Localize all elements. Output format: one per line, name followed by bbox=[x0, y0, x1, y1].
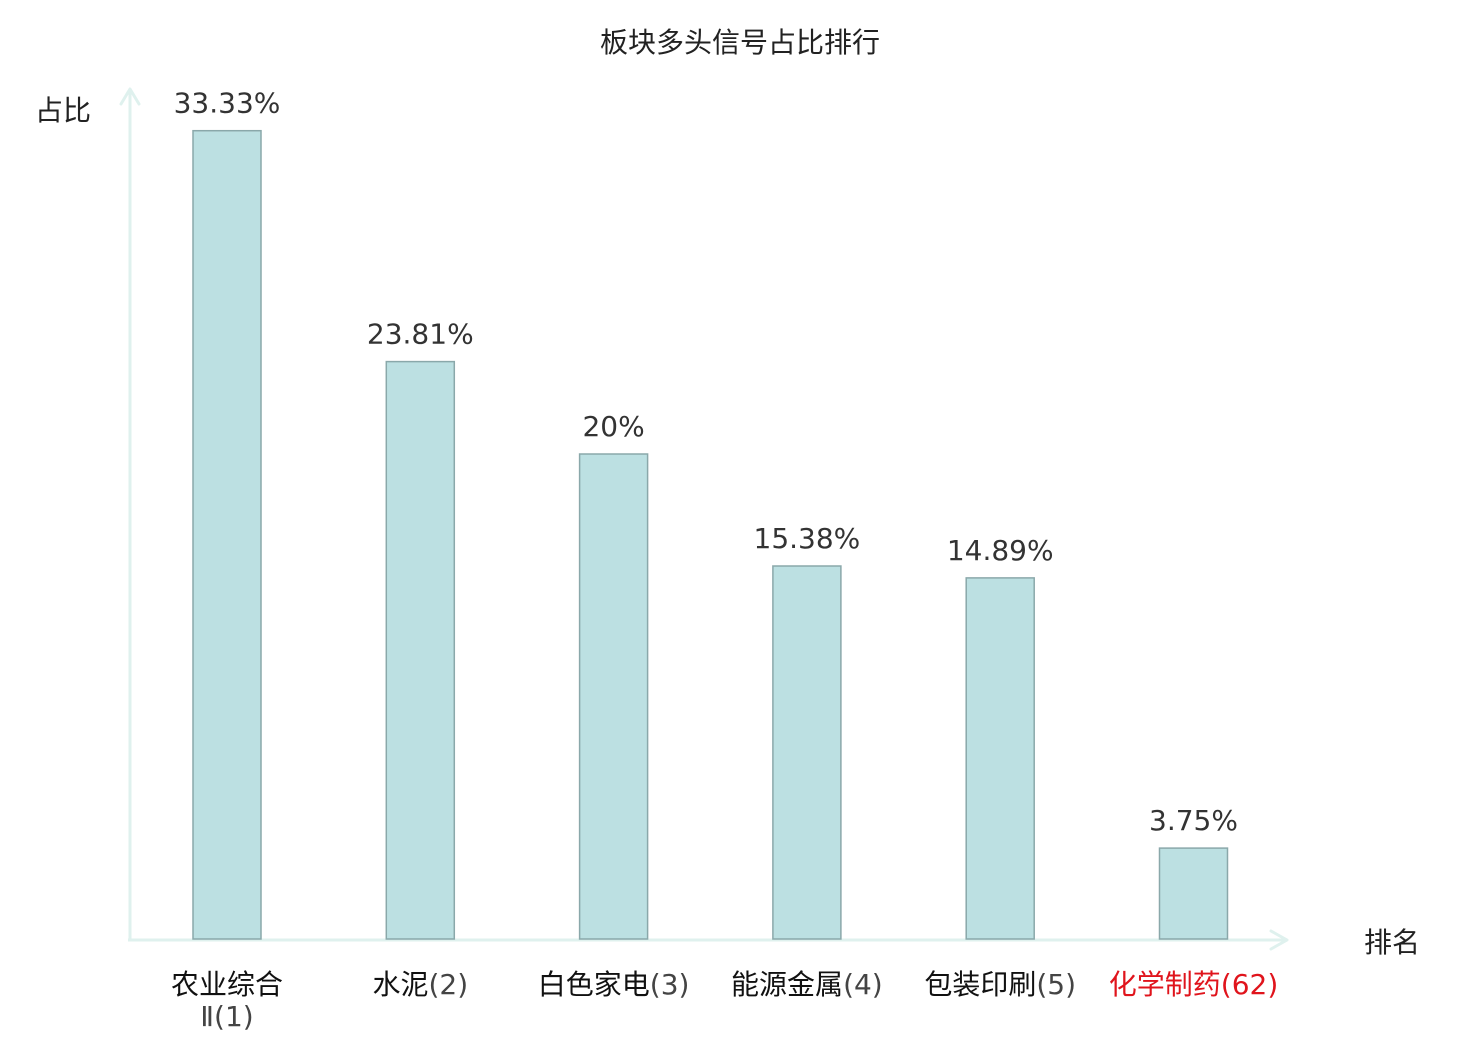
x-axis-arrow bbox=[1269, 929, 1289, 951]
bar-value-label: 14.89% bbox=[947, 534, 1054, 567]
category-label: 水泥(2) bbox=[372, 968, 468, 1001]
chart-title: 板块多头信号占比排行 bbox=[600, 26, 880, 59]
category-labels: 农业综合 Ⅱ(1) 水泥(2) 白色家电(3) 能源金属(4) 包装印刷(5) 化学制药(6… bbox=[171, 968, 1278, 1033]
bar-value-label: 3.75% bbox=[1149, 804, 1238, 837]
axes bbox=[119, 87, 1289, 951]
y-axis-label: 占比 bbox=[35, 94, 91, 127]
category-name: 水泥 bbox=[372, 968, 428, 1001]
bar bbox=[1158, 847, 1229, 940]
bar-value-label: 15.38% bbox=[754, 522, 861, 555]
category-label: 化学制药(62) bbox=[1109, 968, 1279, 1001]
x-axis-label: 排名 bbox=[1364, 926, 1420, 959]
bar-value-label: 23.81% bbox=[367, 318, 474, 351]
category-name: 白色家电 bbox=[538, 968, 650, 1001]
y-axis-arrow bbox=[119, 87, 141, 106]
category-rank: (3) bbox=[650, 968, 690, 1001]
bars bbox=[192, 129, 1229, 940]
category-label: 能源金属(4) bbox=[731, 968, 883, 1001]
value-labels: 33.33% 23.81% 20% 15.38% 14.89% 3.75% bbox=[174, 87, 1238, 837]
category-rank: (62) bbox=[1221, 968, 1278, 1001]
bar bbox=[578, 453, 649, 940]
category-name: 包装印刷 bbox=[924, 968, 1036, 1001]
category-label: 农业综合 Ⅱ(1) bbox=[171, 968, 283, 1033]
category-name: 能源金属 bbox=[731, 968, 843, 1001]
category-rank: (2) bbox=[428, 968, 468, 1001]
bar bbox=[965, 577, 1035, 940]
bar bbox=[385, 360, 456, 940]
bar bbox=[192, 129, 262, 940]
bar bbox=[772, 565, 842, 940]
bar-value-label: 20% bbox=[582, 410, 644, 443]
category-label: 白色家电(3) bbox=[538, 968, 690, 1001]
category-name: 化学制药 bbox=[1109, 968, 1221, 1001]
category-label: 包装印刷(5) bbox=[924, 968, 1076, 1001]
category-rank: Ⅱ(1) bbox=[200, 1000, 253, 1033]
bar-value-label: 33.33% bbox=[174, 87, 281, 120]
category-rank: (5) bbox=[1036, 968, 1076, 1001]
category-name: 农业综合 bbox=[171, 968, 283, 1001]
category-rank: (4) bbox=[843, 968, 883, 1001]
